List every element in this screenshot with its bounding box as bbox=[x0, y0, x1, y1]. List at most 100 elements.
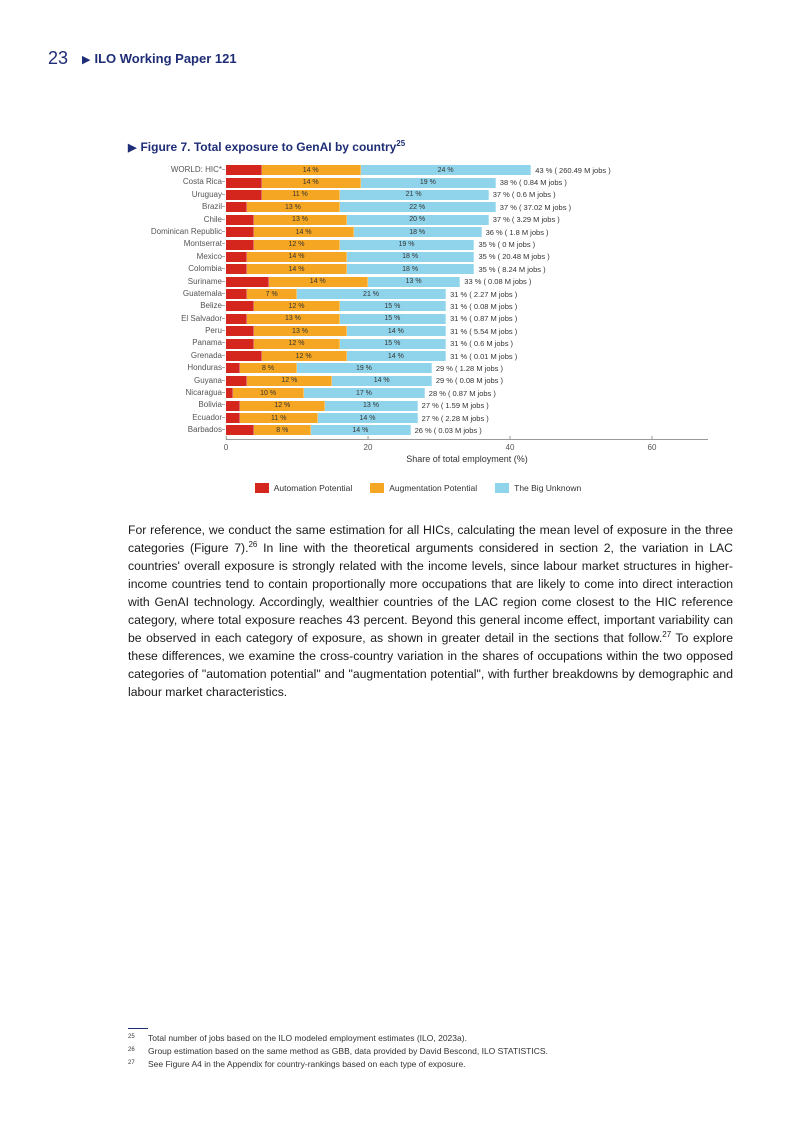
bar-unknown: 15 % bbox=[340, 339, 447, 349]
chart-row: Colombia 14 %18 %35 % ( 8.24 M jobs ) bbox=[226, 263, 708, 275]
row-label: Dominican Republic bbox=[128, 227, 222, 236]
bar-automation bbox=[226, 264, 247, 274]
footnote-text: See Figure A4 in the Appendix for countr… bbox=[148, 1059, 466, 1071]
x-tick: 0 bbox=[224, 440, 228, 452]
bar-augmentation: 13 % bbox=[247, 314, 339, 324]
row-total-label: 36 % ( 1.8 M jobs ) bbox=[486, 228, 549, 237]
chart-row: Nicaragua 10 %17 %28 % ( 0.87 M jobs ) bbox=[226, 387, 708, 399]
legend-item: The Big Unknown bbox=[495, 483, 581, 493]
row-total-label: 26 % ( 0.03 M jobs ) bbox=[415, 426, 482, 435]
bar-augmentation: 11 % bbox=[240, 413, 318, 423]
page-number: 23 bbox=[48, 48, 68, 69]
row-label: Ecuador bbox=[128, 413, 222, 422]
bar-group: 8 %14 % bbox=[226, 425, 411, 435]
footnote-text: Total number of jobs based on the ILO mo… bbox=[148, 1033, 467, 1045]
bar-group: 14 %18 % bbox=[226, 252, 474, 262]
row-label: Bolivia bbox=[128, 400, 222, 409]
bar-unknown: 19 % bbox=[340, 240, 475, 250]
row-label: Uruguay bbox=[128, 190, 222, 199]
chart-row: Uruguay 11 %21 %37 % ( 0.6 M jobs ) bbox=[226, 189, 708, 201]
legend-swatch bbox=[255, 483, 269, 493]
chart-row: El Salvador 13 %15 %31 % ( 0.87 M jobs ) bbox=[226, 313, 708, 325]
chart-row: Panama 12 %15 %31 % ( 0.6 M jobs ) bbox=[226, 337, 708, 349]
row-label: Honduras bbox=[128, 363, 222, 372]
bar-augmentation: 12 % bbox=[254, 301, 339, 311]
legend-label: Automation Potential bbox=[274, 483, 352, 493]
bar-unknown: 19 % bbox=[297, 363, 432, 373]
row-total-label: 31 % ( 0.08 M jobs ) bbox=[450, 302, 517, 311]
bar-augmentation: 14 % bbox=[247, 264, 346, 274]
bar-augmentation: 11 % bbox=[262, 190, 340, 200]
bar-augmentation: 14 % bbox=[254, 227, 353, 237]
chart-row: Chile 13 %20 %37 % ( 3.29 M jobs ) bbox=[226, 214, 708, 226]
bar-group: 14 %19 % bbox=[226, 178, 496, 188]
bar-group: 11 %14 % bbox=[226, 413, 418, 423]
x-axis-label: Share of total employment (%) bbox=[226, 454, 708, 464]
row-label: Chile bbox=[128, 215, 222, 224]
bar-unknown: 22 % bbox=[340, 202, 496, 212]
chart-row: Peru 13 %14 %31 % ( 5.54 M jobs ) bbox=[226, 325, 708, 337]
bar-automation bbox=[226, 401, 240, 411]
bar-unknown: 14 % bbox=[311, 425, 410, 435]
bar-augmentation: 12 % bbox=[254, 339, 339, 349]
bar-automation bbox=[226, 190, 262, 200]
bar-unknown: 14 % bbox=[347, 326, 446, 336]
row-total-label: 31 % ( 5.54 M jobs ) bbox=[450, 327, 517, 336]
chart-row: Guyana 12 %14 %29 % ( 0.08 M jobs ) bbox=[226, 375, 708, 387]
row-label: Suriname bbox=[128, 277, 222, 286]
row-total-label: 33 % ( 0.08 M jobs ) bbox=[464, 277, 531, 286]
footnote-number: 25 bbox=[128, 1033, 138, 1045]
chart-row: WORLD: HIC* 14 %24 %43 % ( 260.49 M jobs… bbox=[226, 164, 708, 176]
bar-unknown: 18 % bbox=[347, 252, 475, 262]
header-marker: ▶ILO Working Paper 121 bbox=[82, 50, 237, 68]
bar-automation bbox=[226, 388, 233, 398]
bar-group: 14 %24 % bbox=[226, 165, 531, 175]
bar-group: 13 %22 % bbox=[226, 202, 496, 212]
footnote: 27See Figure A4 in the Appendix for coun… bbox=[128, 1059, 733, 1071]
row-total-label: 37 % ( 0.6 M jobs ) bbox=[493, 190, 556, 199]
bar-group: 13 %20 % bbox=[226, 215, 489, 225]
footnote-text: Group estimation based on the same metho… bbox=[148, 1046, 548, 1058]
bar-unknown: 21 % bbox=[340, 190, 489, 200]
bar-automation bbox=[226, 425, 254, 435]
row-label: Guatemala bbox=[128, 289, 222, 298]
chart-row: Grenada 12 %14 %31 % ( 0.01 M jobs ) bbox=[226, 350, 708, 362]
bar-group: 12 %19 % bbox=[226, 240, 474, 250]
chart-row: Dominican Republic 14 %18 %36 % ( 1.8 M … bbox=[226, 226, 708, 238]
bar-automation bbox=[226, 339, 254, 349]
bar-group: 13 %14 % bbox=[226, 326, 446, 336]
chart-row: Belize 12 %15 %31 % ( 0.08 M jobs ) bbox=[226, 300, 708, 312]
chart-row: Barbados 8 %14 %26 % ( 0.03 M jobs ) bbox=[226, 424, 708, 436]
bar-group: 12 %13 % bbox=[226, 401, 418, 411]
legend-swatch bbox=[370, 483, 384, 493]
bar-automation bbox=[226, 301, 254, 311]
page-header: 23 ▶ILO Working Paper 121 bbox=[48, 48, 733, 69]
footnote-rule bbox=[128, 1028, 148, 1030]
bar-unknown: 17 % bbox=[304, 388, 425, 398]
bar-augmentation: 14 % bbox=[247, 252, 346, 262]
bar-automation bbox=[226, 277, 269, 287]
bar-group: 11 %21 % bbox=[226, 190, 489, 200]
row-label: Guyana bbox=[128, 376, 222, 385]
footnote: 26Group estimation based on the same met… bbox=[128, 1046, 733, 1058]
row-total-label: 37 % ( 37.02 M jobs ) bbox=[500, 203, 571, 212]
bar-group: 14 %18 % bbox=[226, 227, 482, 237]
bar-group: 7 %21 % bbox=[226, 289, 446, 299]
bar-group: 14 %18 % bbox=[226, 264, 474, 274]
chart-row: Mexico 14 %18 %35 % ( 20.48 M jobs ) bbox=[226, 251, 708, 263]
bar-unknown: 13 % bbox=[368, 277, 460, 287]
bar-automation bbox=[226, 351, 262, 361]
bar-group: 8 %19 % bbox=[226, 363, 432, 373]
bar-automation bbox=[226, 314, 247, 324]
bar-unknown: 20 % bbox=[347, 215, 489, 225]
row-label: Colombia bbox=[128, 264, 222, 273]
chart-row: Ecuador 11 %14 %27 % ( 2.28 M jobs ) bbox=[226, 412, 708, 424]
row-total-label: 35 % ( 0 M jobs ) bbox=[478, 240, 535, 249]
legend-item: Automation Potential bbox=[255, 483, 352, 493]
bar-group: 14 %13 % bbox=[226, 277, 460, 287]
row-label: WORLD: HIC* bbox=[128, 165, 222, 174]
row-total-label: 38 % ( 0.84 M jobs ) bbox=[500, 178, 567, 187]
footnote: 25 Total number of jobs based on the ILO … bbox=[128, 1033, 733, 1045]
row-label: Belize bbox=[128, 301, 222, 310]
row-total-label: 37 % ( 3.29 M jobs ) bbox=[493, 215, 560, 224]
